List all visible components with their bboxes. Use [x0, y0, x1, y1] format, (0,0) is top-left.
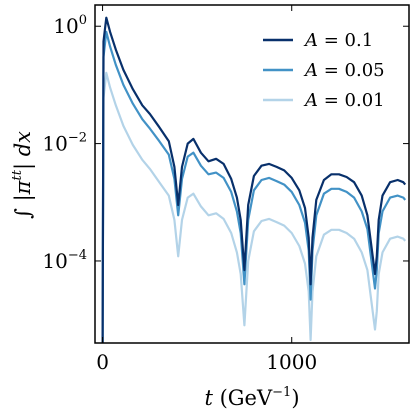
- y-tick-label: 10−2: [42, 131, 87, 156]
- plot-frame: [94, 4, 410, 344]
- series-line-0: [101, 16, 407, 344]
- legend-label-2: A = 0.01: [303, 90, 385, 111]
- tick-layer: 0 1000 100 10−2 10−4: [42, 5, 409, 374]
- y-tick-label: 100: [53, 13, 87, 38]
- series-line-2: [101, 71, 407, 344]
- legend-label-1: A = 0.05: [303, 60, 385, 81]
- x-tick-label: 1000: [266, 350, 317, 374]
- legend: A = 0.1 A = 0.05 A = 0.01: [263, 30, 385, 111]
- series-line-1: [101, 30, 407, 344]
- y-axis-label: ∫ |πtt| dx: [10, 131, 36, 219]
- legend-label-0: A = 0.1: [303, 30, 373, 51]
- x-axis-label: t (GeV−1): [204, 385, 299, 410]
- x-tick-label: 0: [96, 350, 109, 374]
- series-layer: [101, 16, 407, 344]
- y-tick-label: 10−4: [42, 248, 87, 273]
